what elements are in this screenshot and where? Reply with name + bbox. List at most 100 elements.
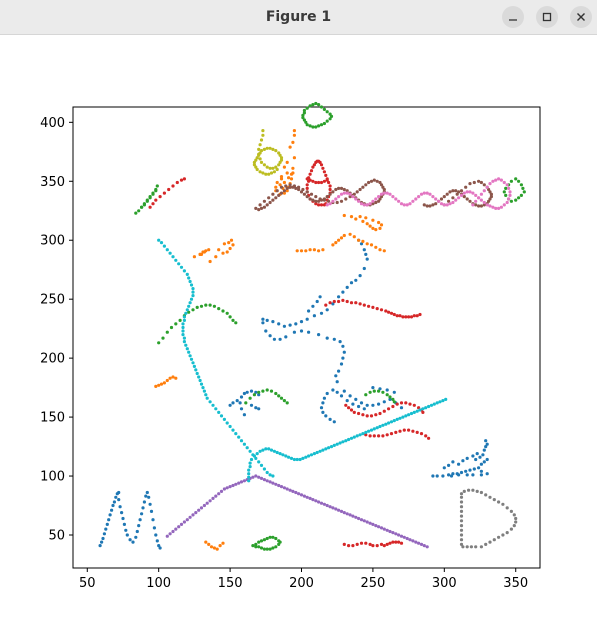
data-point-s6-32 [462, 191, 466, 195]
data-point-s3-34 [311, 179, 315, 183]
data-point-s7-8 [512, 524, 516, 528]
data-point-s2-86 [285, 401, 289, 405]
data-point-s3-117 [372, 434, 376, 438]
data-point-s2-65 [199, 304, 204, 308]
data-point-s7-13 [505, 506, 509, 510]
data-point-s3-40 [148, 205, 152, 209]
data-point-s9-123 [387, 421, 391, 425]
data-point-s2-112 [262, 547, 266, 551]
data-point-s0-150 [465, 473, 469, 477]
data-point-s5-109 [462, 195, 466, 199]
data-point-s6-50 [411, 199, 415, 203]
data-point-s3-54 [359, 541, 364, 545]
data-point-s2-8 [151, 192, 155, 196]
data-point-s9-63 [257, 460, 261, 464]
y-tick-label: 250 [40, 293, 65, 308]
data-point-s5-97 [489, 192, 493, 196]
data-point-s3-114 [421, 410, 425, 414]
data-point-s1-16 [218, 544, 222, 548]
data-point-s3-100 [365, 414, 369, 418]
data-point-s9-75 [249, 457, 254, 462]
data-point-s0-3 [102, 532, 106, 536]
data-point-s0-160 [461, 459, 465, 463]
data-point-s1-94 [174, 376, 178, 380]
data-point-s2-30 [317, 124, 321, 128]
data-point-s9-106 [338, 441, 342, 445]
data-point-s4-11 [197, 508, 201, 512]
data-point-s5-8 [288, 183, 292, 187]
data-point-s8-30 [252, 163, 256, 167]
data-point-s3-119 [381, 434, 385, 438]
data-point-s2-114 [257, 545, 261, 549]
data-point-s3-73 [349, 301, 354, 305]
data-point-s0-70 [319, 311, 324, 315]
data-point-s2-111 [265, 547, 269, 551]
data-point-s1-25 [222, 242, 226, 246]
data-point-s0-108 [382, 400, 386, 404]
data-point-s5-28 [367, 180, 371, 185]
data-point-s1-45 [378, 226, 382, 230]
data-point-s4-4 [177, 525, 181, 529]
data-point-s9-103 [329, 445, 334, 449]
y-tick-label: 400 [40, 116, 65, 131]
data-point-s0-104 [359, 401, 364, 405]
data-point-s0-98 [337, 369, 341, 373]
data-point-s4-85 [408, 538, 412, 542]
minimize-icon [509, 19, 517, 21]
data-point-s7-0 [479, 545, 483, 549]
data-point-s4-66 [354, 515, 358, 519]
data-point-s3-68 [328, 301, 332, 305]
data-point-s2-31 [314, 125, 318, 129]
data-point-s4-30 [251, 475, 255, 479]
data-point-s9-93 [301, 456, 305, 460]
data-point-s4-27 [242, 479, 246, 483]
data-point-s0-89 [307, 330, 311, 334]
data-point-s0-156 [442, 466, 446, 470]
data-point-s7-14 [501, 502, 505, 506]
data-point-s3-90 [409, 315, 414, 319]
data-point-s3-36 [317, 180, 321, 185]
data-point-s9-10 [185, 272, 189, 276]
close-button[interactable] [570, 6, 592, 28]
data-point-s2-109 [271, 546, 275, 550]
data-point-s0-100 [335, 380, 339, 384]
data-point-s7-2 [488, 540, 492, 544]
data-point-s5-89 [468, 182, 472, 186]
data-point-s0-31 [145, 490, 149, 495]
data-point-s4-51 [311, 498, 315, 502]
data-point-s3-57 [371, 544, 375, 548]
data-point-s9-17 [189, 297, 194, 301]
data-point-s4-90 [422, 544, 426, 548]
data-point-s0-90 [317, 333, 321, 337]
data-point-s1-80 [282, 191, 286, 195]
data-point-s1-5 [285, 160, 289, 164]
data-point-s3-70 [337, 299, 341, 304]
data-point-s9-18 [188, 301, 192, 305]
data-point-s1-49 [364, 216, 368, 220]
data-point-s3-43 [158, 195, 162, 199]
data-point-s2-21 [319, 105, 324, 109]
data-point-s8-34 [261, 171, 265, 175]
data-point-s5-42 [371, 202, 375, 206]
data-point-s2-113 [259, 546, 264, 550]
data-point-s4-22 [228, 485, 232, 489]
minimize-button[interactable] [502, 6, 524, 28]
data-point-s9-57 [239, 439, 244, 443]
data-point-s9-110 [349, 436, 354, 440]
data-point-s9-95 [307, 454, 311, 458]
data-point-s9-14 [191, 287, 195, 291]
data-point-s2-93 [388, 395, 392, 399]
data-point-s5-41 [374, 200, 378, 205]
title-bar[interactable]: Figure 1 [0, 0, 597, 35]
data-point-s6-52 [405, 203, 409, 207]
maximize-button[interactable] [536, 6, 558, 28]
data-point-s0-82 [264, 329, 268, 333]
data-point-s8-10 [268, 166, 272, 170]
data-point-s9-136 [424, 406, 428, 410]
data-point-s0-46 [245, 390, 249, 394]
data-point-s0-0 [98, 544, 102, 548]
data-point-s5-5 [275, 189, 279, 193]
data-point-s0-8 [110, 508, 114, 512]
data-point-s4-16 [211, 496, 215, 500]
data-point-s5-111 [457, 190, 461, 194]
